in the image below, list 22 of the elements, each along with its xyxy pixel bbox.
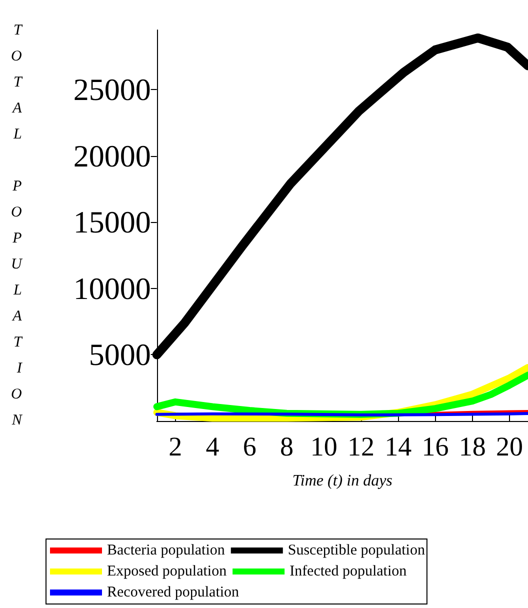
x-tick-label: 2 [168, 432, 182, 462]
legend-label: Susceptible population [288, 542, 426, 558]
x-tick-label: 16 [422, 432, 449, 462]
legend-label: Exposed population [107, 564, 228, 580]
x-tick-label: 6 [242, 432, 256, 462]
x-tick-label: 12 [347, 432, 374, 462]
legend-label: Infected population [290, 564, 408, 580]
y-tick-label: 5000 [88, 337, 151, 372]
x-tick-label: 4 [206, 432, 220, 462]
text: TOTAL POPULATION [10, 22, 22, 428]
x-axis-title: Time (t) in days [292, 472, 392, 490]
x-tick-label: 10 [310, 432, 338, 462]
x-tick-label: 8 [280, 432, 294, 462]
legend-label: Bacteria population [107, 542, 226, 558]
y-tick-label: 20000 [73, 138, 151, 174]
x-tick-label: 18 [458, 432, 486, 462]
y-tick-label: 10000 [73, 270, 151, 306]
x-tick-label: 14 [384, 432, 412, 462]
y-tick-label: 15000 [73, 204, 151, 240]
legend-label: Recovered population [107, 584, 240, 600]
x-tick-label: 20 [496, 432, 523, 462]
y-tick-label: 25000 [73, 72, 151, 108]
